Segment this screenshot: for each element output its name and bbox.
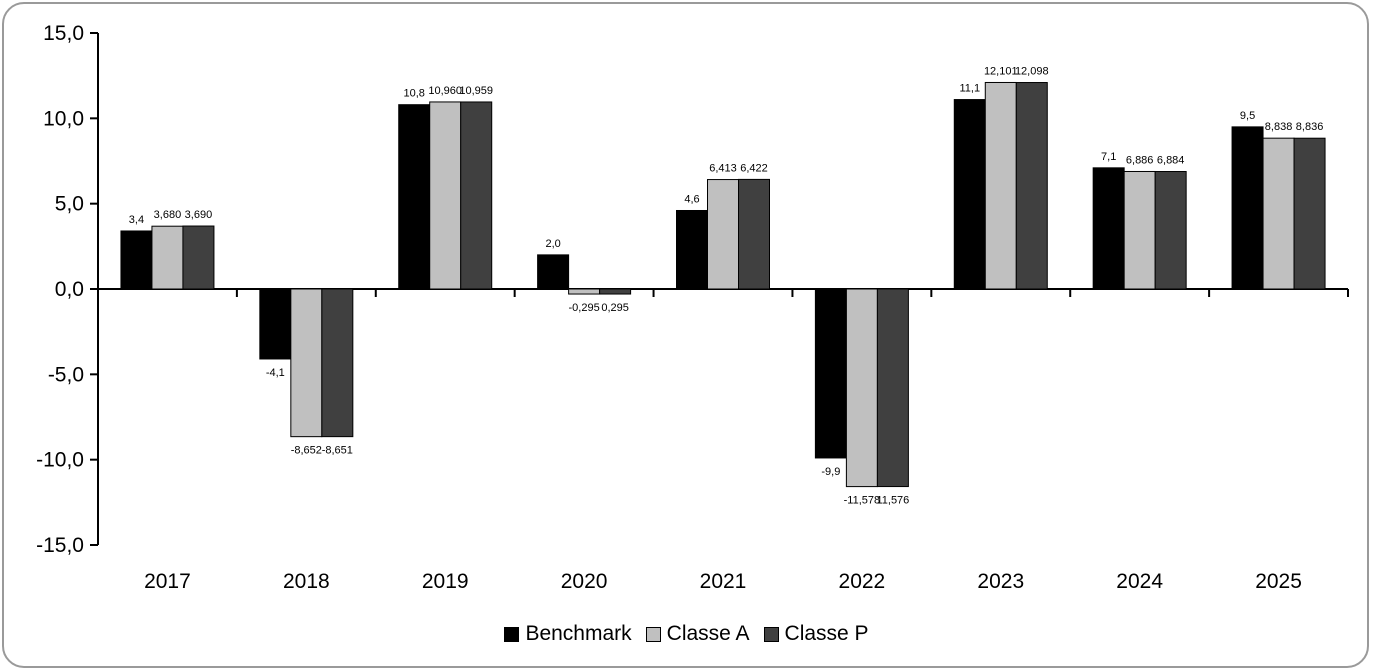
bar-classe-a-2025: [1262, 137, 1295, 290]
bar-classe-a-2022: [845, 288, 878, 488]
data-label: 8,838: [1265, 121, 1293, 133]
data-label: 10,8: [404, 88, 425, 100]
data-label: 11,576: [876, 495, 909, 507]
bar-classe-p-2020: [599, 288, 632, 295]
data-label: -11,578: [844, 495, 881, 507]
legend-item-classe-a: Classe A: [645, 622, 750, 646]
x-category-label: 2022: [839, 570, 886, 593]
bar-classe-a-2018: [290, 288, 323, 438]
data-label: -8,651: [322, 445, 353, 457]
bar-classe-p-2023: [1015, 82, 1048, 290]
bar-classe-p-2022: [876, 288, 909, 488]
data-label: 8,836: [1296, 121, 1324, 133]
bar-benchmark-2023: [953, 99, 986, 290]
data-label: 7,1: [1101, 151, 1116, 163]
bar-benchmark-2022: [814, 288, 847, 459]
data-label: 6,413: [709, 163, 737, 175]
data-label: -9,9: [821, 466, 840, 478]
legend-label-classe-a: Classe A: [666, 622, 750, 645]
y-tick-label: 0,0: [55, 278, 84, 301]
legend-item-benchmark: Benchmark: [504, 622, 632, 646]
bar-classe-p-2024: [1154, 171, 1187, 290]
y-tick-label: 5,0: [55, 193, 84, 216]
data-label: -0,295: [569, 302, 600, 314]
legend-item-classe-p: Classe P: [763, 622, 869, 646]
bar-classe-a-2024: [1123, 170, 1156, 290]
x-category-label: 2017: [144, 570, 191, 593]
bar-classe-a-2021: [707, 179, 739, 290]
data-label: 6,884: [1157, 155, 1185, 167]
x-category-label: 2020: [561, 570, 608, 593]
data-label: 4,6: [684, 193, 699, 205]
y-tick-label: 10,0: [43, 107, 84, 130]
data-label: 6,886: [1126, 154, 1154, 166]
bar-benchmark-2017: [120, 230, 153, 290]
bar-classe-p-2025: [1293, 137, 1326, 290]
y-tick-label: -15,0: [36, 534, 84, 557]
bar-benchmark-2018: [259, 288, 292, 360]
data-label: 0,295: [601, 302, 629, 314]
x-category-label: 2023: [977, 570, 1024, 593]
legend-label-benchmark: Benchmark: [525, 622, 632, 645]
data-label: 10,959: [459, 85, 493, 97]
data-label: 3,4: [129, 214, 144, 226]
x-category-label: 2021: [700, 570, 747, 593]
data-label: 6,422: [740, 162, 768, 174]
data-label: 12,098: [1015, 66, 1049, 78]
bar-classe-p-2019: [460, 101, 493, 290]
bar-classe-a-2019: [429, 101, 462, 290]
bar-benchmark-2019: [398, 104, 431, 290]
data-label: 11,1: [959, 83, 980, 95]
data-label: -8,652: [291, 445, 322, 457]
bar-classe-a-2023: [984, 81, 1017, 290]
bar-benchmark-2020: [537, 254, 570, 290]
legend-swatch-benchmark: [504, 626, 520, 642]
x-category-label: 2025: [1255, 570, 1302, 593]
data-label: 3,690: [185, 209, 213, 221]
legend-label-classe-p: Classe P: [784, 622, 869, 645]
data-label: 12,101: [984, 65, 1018, 77]
data-label: 2,0: [545, 238, 560, 250]
x-category-label: 2019: [422, 570, 469, 593]
data-label: -4,1: [266, 367, 285, 379]
data-label: 3,680: [154, 209, 182, 221]
bar-classe-a-2017: [151, 225, 184, 290]
legend: Benchmark Classe A Classe P: [0, 622, 1373, 646]
x-category-label: 2024: [1116, 570, 1163, 593]
bar-classe-p-2018: [321, 288, 354, 438]
bar-classe-p-2017: [182, 225, 215, 290]
legend-swatch-classe-p: [763, 626, 779, 642]
data-label: 10,960: [428, 85, 462, 97]
y-tick-label: 15,0: [43, 22, 84, 45]
legend-swatch-classe-a: [645, 626, 661, 642]
bar-classe-a-2020: [568, 288, 601, 295]
data-label: 9,5: [1240, 110, 1255, 122]
bar-benchmark-2024: [1092, 167, 1125, 290]
y-tick-label: -10,0: [36, 449, 84, 472]
bar-classe-p-2021: [738, 178, 770, 290]
bar-benchmark-2025: [1231, 126, 1264, 290]
bar-benchmark-2021: [676, 209, 708, 290]
y-tick-label: -5,0: [48, 363, 84, 386]
x-category-label: 2018: [283, 570, 330, 593]
